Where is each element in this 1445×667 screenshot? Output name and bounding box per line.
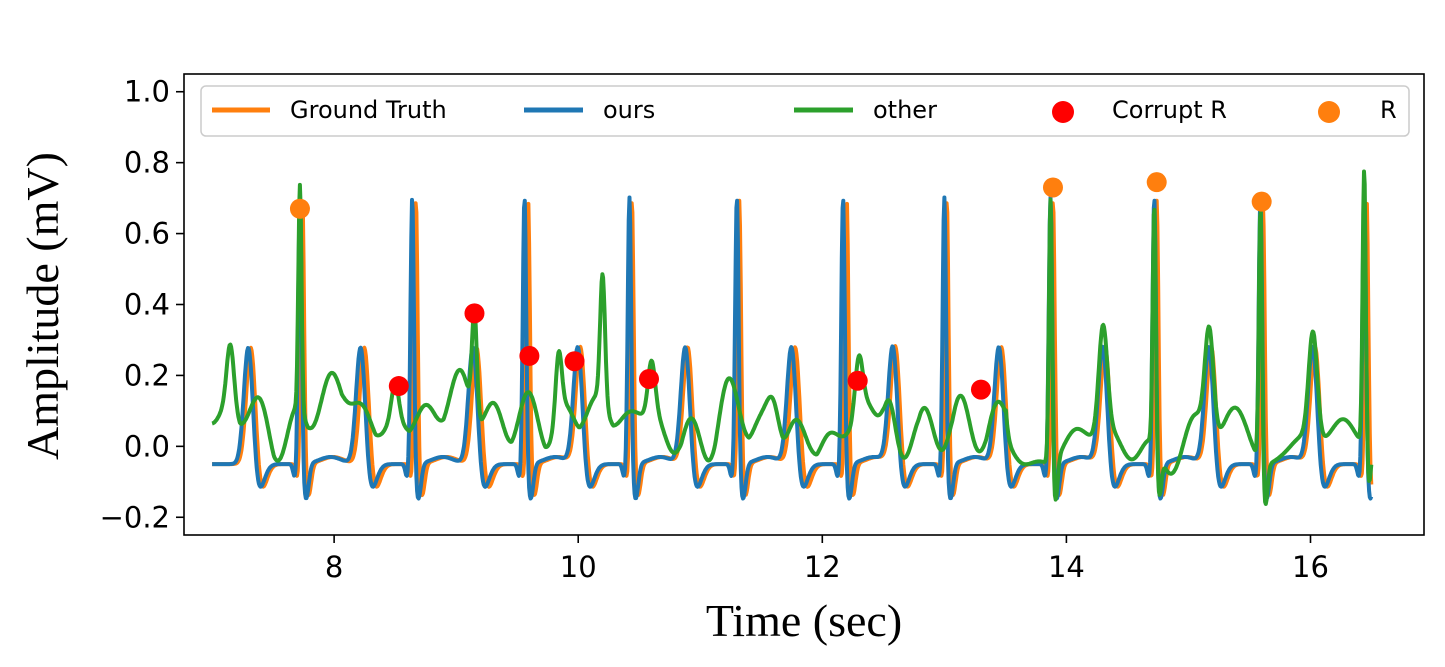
legend-label-r: R	[1380, 96, 1397, 124]
series-line-other	[210, 169, 1374, 506]
series-lines	[210, 169, 1374, 506]
legend-label-ground-truth: Ground Truth	[290, 96, 447, 124]
r-point	[1146, 172, 1167, 193]
x-tick-label: 8	[325, 550, 343, 584]
y-tick-label: 1.0	[124, 75, 170, 109]
x-tick-label: 10	[560, 550, 597, 584]
corrupt-r-point	[519, 345, 540, 366]
series-line-ours	[210, 195, 1374, 501]
x-tick-label: 16	[1292, 550, 1329, 584]
r-point	[1251, 191, 1272, 212]
y-tick-label: 0.2	[124, 358, 170, 392]
r-point	[1042, 177, 1063, 198]
scatter-points	[289, 172, 1272, 400]
x-tick-label: 12	[804, 550, 841, 584]
y-tick-label: −0.2	[100, 500, 170, 534]
legend-label-corrupt-r: Corrupt R	[1112, 96, 1227, 124]
r-point	[289, 198, 310, 219]
y-axis-ticks: −0.2 0.0 0.2 0.4 0.6 0.8 1.0	[100, 75, 184, 534]
x-tick-label: 14	[1048, 550, 1085, 584]
legend-marker-corrupt-r	[1052, 101, 1074, 123]
legend-label-other: other	[873, 96, 937, 124]
corrupt-r-point	[564, 351, 585, 372]
legend-label-ours: ours	[603, 96, 655, 124]
corrupt-r-point	[639, 368, 659, 389]
corrupt-r-point	[970, 379, 991, 400]
corrupt-r-point	[388, 376, 409, 397]
x-axis-ticks: 8 10 12 14 16	[325, 535, 1329, 584]
legend-marker-r	[1318, 101, 1340, 123]
y-tick-label: 0.0	[124, 429, 170, 463]
y-axis-label: Amplitude (mV)	[17, 152, 68, 460]
corrupt-r-point	[464, 303, 485, 324]
legend: Ground Truth ours other Corrupt R R	[200, 85, 1410, 137]
y-tick-label: 0.6	[124, 217, 170, 251]
corrupt-r-point	[847, 370, 868, 391]
y-tick-label: 0.4	[124, 288, 170, 322]
y-tick-label: 0.8	[124, 146, 170, 180]
x-axis-label: Time (sec)	[706, 595, 902, 646]
